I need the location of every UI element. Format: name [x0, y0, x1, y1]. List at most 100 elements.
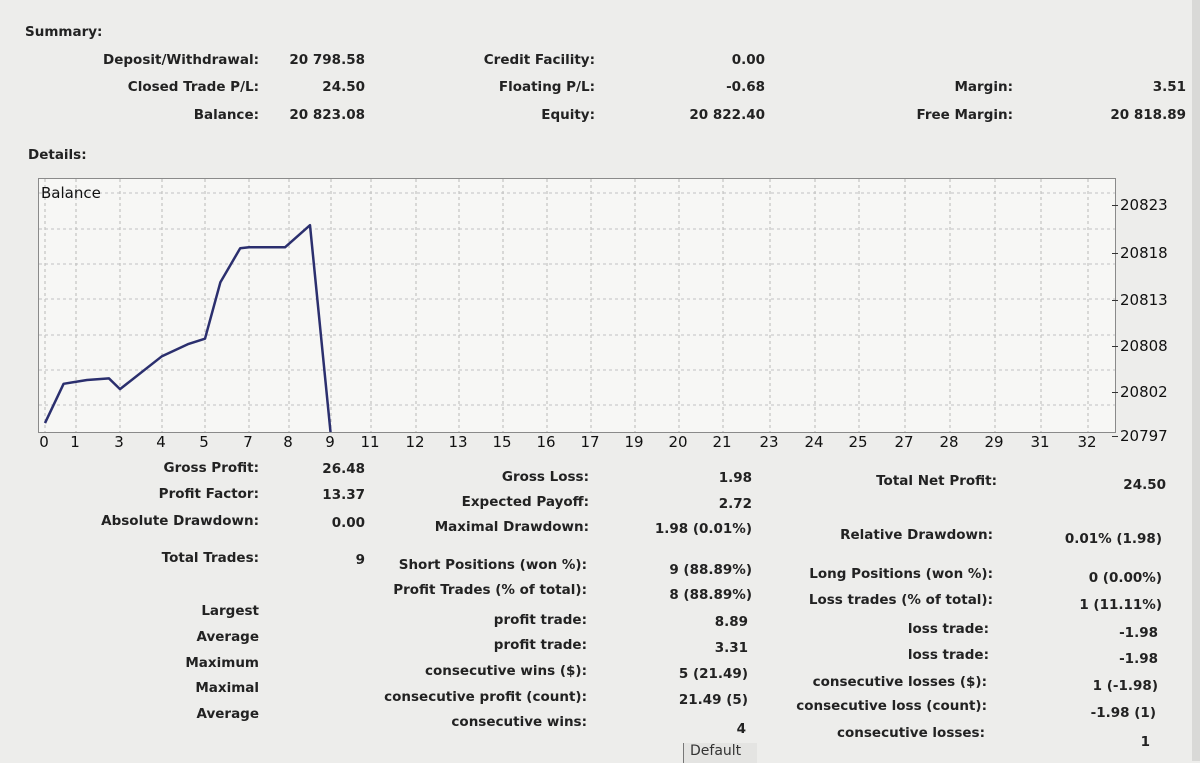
y-tick-mark — [1112, 346, 1118, 347]
free-margin-label: Free Margin: — [916, 107, 1013, 123]
average-profit-trade-label: profit trade: — [493, 637, 587, 653]
maximal-consecutive-profit-label: consecutive profit (count): — [384, 689, 587, 705]
balance-label: Balance: — [193, 107, 259, 123]
short-positions-value: 9 (88.89%) — [669, 562, 752, 578]
x-tick-label: 20 — [668, 433, 688, 451]
loss-trades-label: Loss trades (% of total): — [808, 592, 993, 608]
x-tick-label: 17 — [580, 433, 600, 451]
summary-heading: Summary: — [25, 24, 103, 40]
x-tick-label: 12 — [405, 433, 425, 451]
largest-profit-trade-label: profit trade: — [493, 612, 587, 628]
closed-trade-pl-value: 24.50 — [322, 79, 365, 95]
maximum-label: Maximum — [185, 655, 259, 671]
long-positions-label: Long Positions (won %): — [809, 566, 993, 582]
equity-value: 20 822.40 — [689, 107, 765, 123]
deposit-withdrawal-label: Deposit/Withdrawal: — [103, 52, 259, 68]
x-tick-label: 15 — [492, 433, 512, 451]
total-net-profit-label: Total Net Profit: — [876, 473, 997, 489]
largest-profit-trade-value: 8.89 — [714, 614, 748, 630]
largest-loss-trade-label: loss trade: — [907, 621, 989, 637]
expected-payoff-label: Expected Payoff: — [461, 494, 589, 510]
relative-drawdown-value: 0.01% (1.98) — [1064, 531, 1162, 547]
avg-consecutive-wins-label: consecutive wins: — [451, 714, 587, 730]
x-tick-label: 27 — [894, 433, 914, 451]
y-tick-label: 20802 — [1120, 383, 1168, 401]
average-loss-trade-value: -1.98 — [1119, 651, 1158, 667]
maximal-consecutive-profit-value: 21.49 (5) — [678, 692, 748, 708]
total-trades-label: Total Trades: — [161, 550, 259, 566]
x-tick-label: 28 — [939, 433, 959, 451]
x-tick-label: 0 — [39, 433, 49, 451]
total-net-profit-value: 24.50 — [1123, 477, 1166, 493]
floating-pl-value: -0.68 — [726, 79, 765, 95]
y-tick-label: 20808 — [1120, 337, 1168, 355]
y-tick-label: 20813 — [1120, 291, 1168, 309]
x-tick-label: 32 — [1077, 433, 1097, 451]
maximal-drawdown-label: Maximal Drawdown: — [434, 519, 589, 535]
balance-series-line — [43, 223, 332, 432]
absolute-drawdown-label: Absolute Drawdown: — [101, 513, 259, 529]
x-tick-label: 7 — [243, 433, 253, 451]
long-positions-value: 0 (0.00%) — [1088, 570, 1162, 586]
x-tick-label: 31 — [1030, 433, 1050, 451]
y-tick-label: 20823 — [1120, 196, 1168, 214]
credit-facility-value: 0.00 — [731, 52, 765, 68]
gross-profit-label: Gross Profit: — [163, 460, 259, 476]
maximal-label: Maximal — [195, 680, 259, 696]
x-tick-label: 1 — [70, 433, 80, 451]
free-margin-value: 20 818.89 — [1110, 107, 1186, 123]
x-tick-label: 19 — [624, 433, 644, 451]
x-tick-label: 4 — [156, 433, 166, 451]
maximal-consecutive-loss-value: -1.98 (1) — [1090, 705, 1156, 721]
largest-loss-trade-value: -1.98 — [1119, 625, 1158, 641]
balance-chart-svg — [39, 179, 1115, 432]
closed-trade-pl-label: Closed Trade P/L: — [127, 79, 259, 95]
equity-label: Equity: — [541, 107, 595, 123]
profit-factor-value: 13.37 — [322, 487, 365, 503]
y-tick-mark — [1112, 392, 1118, 393]
total-trades-value: 9 — [355, 552, 365, 568]
x-tick-label: 8 — [283, 433, 293, 451]
margin-value: 3.51 — [1152, 79, 1186, 95]
x-tick-label: 25 — [848, 433, 868, 451]
largest-label: Largest — [201, 603, 259, 619]
profit-trades-label: Profit Trades (% of total): — [393, 582, 587, 598]
details-heading: Details: — [28, 147, 87, 163]
window-edge — [1192, 0, 1200, 761]
max-consecutive-losses-label: consecutive losses ($): — [812, 674, 987, 690]
avg-consecutive-losses-label: consecutive losses: — [837, 725, 985, 741]
x-tick-label: 9 — [325, 433, 335, 451]
floating-pl-label: Floating P/L: — [498, 79, 595, 95]
max-consecutive-losses-value: 1 (-1.98) — [1092, 678, 1158, 694]
margin-label: Margin: — [954, 79, 1013, 95]
gross-loss-label: Gross Loss: — [501, 469, 589, 485]
maximal-drawdown-value: 1.98 (0.01%) — [654, 521, 752, 537]
y-tick-mark — [1112, 300, 1118, 301]
balance-chart: Balance — [38, 178, 1116, 433]
x-tick-label: 21 — [712, 433, 732, 451]
y-tick-label: 20818 — [1120, 244, 1168, 262]
average-profit-trade-value: 3.31 — [714, 640, 748, 656]
y-tick-mark — [1112, 253, 1118, 254]
avg-consecutive-wins-value: 4 — [736, 721, 746, 737]
y-tick-mark — [1112, 205, 1118, 206]
y-tick-label: 20797 — [1120, 427, 1168, 445]
x-tick-label: 16 — [536, 433, 556, 451]
balance-value: 20 823.08 — [289, 107, 365, 123]
default-tab[interactable]: Default — [683, 743, 757, 763]
chart-title: Balance — [41, 184, 101, 202]
profit-factor-label: Profit Factor: — [158, 486, 259, 502]
x-tick-label: 29 — [984, 433, 1004, 451]
avg-consecutive-losses-value: 1 — [1140, 734, 1150, 750]
x-tick-label: 13 — [448, 433, 468, 451]
maximal-consecutive-loss-label: consecutive loss (count): — [796, 698, 987, 714]
average-label: Average — [196, 629, 259, 645]
deposit-withdrawal-value: 20 798.58 — [289, 52, 365, 68]
max-consecutive-wins-value: 5 (21.49) — [678, 666, 748, 682]
loss-trades-value: 1 (11.11%) — [1079, 597, 1162, 613]
average-loss-trade-label: loss trade: — [907, 647, 989, 663]
relative-drawdown-label: Relative Drawdown: — [840, 527, 993, 543]
short-positions-label: Short Positions (won %): — [398, 557, 587, 573]
x-tick-label: 24 — [804, 433, 824, 451]
expected-payoff-value: 2.72 — [718, 496, 752, 512]
